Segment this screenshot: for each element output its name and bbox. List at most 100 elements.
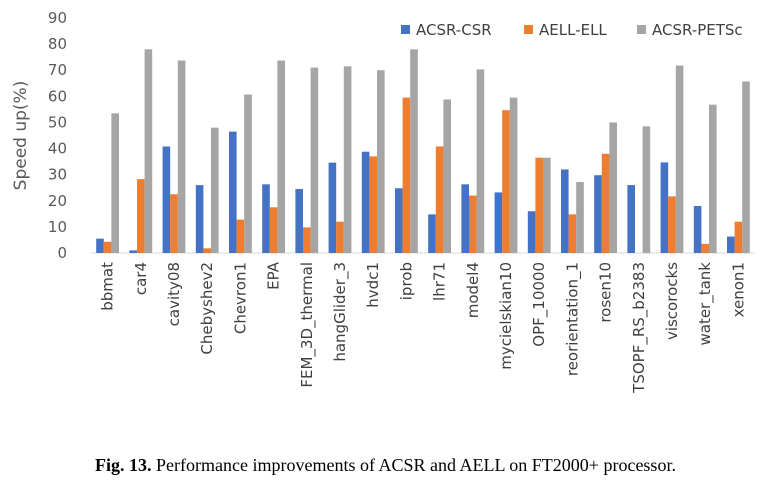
bar-aell-ell-bbmat xyxy=(103,241,112,253)
x-category-label: viscorocks xyxy=(663,262,681,340)
bar-acsr-petsc-model4 xyxy=(476,69,485,253)
legend-label: AELL-ELL xyxy=(539,21,607,39)
bar-acsr-csr-model4 xyxy=(461,184,469,253)
bar-acsr-csr-chebyshev2 xyxy=(195,185,204,253)
legend-label: ACSR-CSR xyxy=(416,21,492,39)
bar-aell-ell-car4 xyxy=(137,179,145,253)
bars xyxy=(96,49,750,254)
bar-acsr-petsc-rosen10 xyxy=(609,122,617,253)
bar-acsr-petsc-tsopf-rs-b2383 xyxy=(642,126,651,253)
bar-aell-ell-epa xyxy=(269,207,278,253)
bar-aell-ell-water-tank xyxy=(701,243,709,253)
y-tick-label: 40 xyxy=(48,140,67,158)
x-category-label: xenon1 xyxy=(729,262,747,317)
figure-caption: Fig. 13. Performance improvements of ACS… xyxy=(0,455,771,476)
bar-acsr-csr-fem-3d-thermal xyxy=(295,189,303,253)
x-category-label: Chevron1 xyxy=(231,262,249,334)
bar-acsr-petsc-viscorocks xyxy=(675,65,684,254)
bar-aell-ell-model4 xyxy=(469,195,477,253)
bar-aell-ell-chebyshev2 xyxy=(203,248,211,253)
x-category-label: Chebyshev2 xyxy=(198,262,216,355)
y-tick-label: 60 xyxy=(48,87,67,105)
bar-acsr-petsc-bbmat xyxy=(111,113,119,253)
bar-acsr-csr-xenon1 xyxy=(727,236,735,253)
legend-swatch xyxy=(637,25,646,34)
y-tick-label: 80 xyxy=(48,35,67,53)
y-axis-ticks: 0 10 20 30 40 50 60 70 80 90 xyxy=(48,9,67,262)
bar-acsr-petsc-chevron1 xyxy=(244,94,252,253)
bar-acsr-csr-rosen10 xyxy=(594,175,602,253)
x-category-label: FEM_3D_thermal xyxy=(298,262,317,388)
speedup-bar-chart: Speed up(%) 0 10 20 30 40 50 60 70 80 90 bbmat car… xyxy=(11,9,755,394)
bar-aell-ell-xenon1 xyxy=(734,221,743,253)
bar-acsr-csr-car4 xyxy=(129,250,137,253)
x-category-label: model4 xyxy=(464,262,482,318)
y-tick-label: 90 xyxy=(48,9,67,27)
bar-acsr-csr-iprob xyxy=(395,188,403,253)
bar-acsr-csr-reorientation-1 xyxy=(561,169,569,253)
legend-label: ACSR-PETSc xyxy=(652,21,743,39)
bar-acsr-csr-hangglider-3 xyxy=(328,162,337,253)
bar-aell-ell-cavity08 xyxy=(170,194,178,253)
bar-acsr-csr-viscorocks xyxy=(660,162,669,253)
bar-acsr-csr-epa xyxy=(262,184,270,253)
bar-acsr-petsc-cavity08 xyxy=(177,60,186,254)
x-category-label: car4 xyxy=(132,262,150,295)
y-axis-title: Speed up(%) xyxy=(11,81,31,191)
bar-aell-ell-hangglider-3 xyxy=(336,221,344,253)
bar-acsr-petsc-hvdc1 xyxy=(377,70,385,253)
bar-aell-ell-opf-10000 xyxy=(535,157,543,253)
x-category-label: iprob xyxy=(397,262,415,300)
bar-aell-ell-iprob xyxy=(402,97,411,253)
bar-acsr-petsc-fem-3d-thermal xyxy=(310,67,319,253)
x-category-label: lhr71 xyxy=(431,262,449,301)
x-category-label: mycielskian10 xyxy=(497,262,515,370)
x-category-label: hangGlider_3 xyxy=(331,262,350,362)
bar-acsr-petsc-reorientation-1 xyxy=(576,181,584,253)
legend-swatch xyxy=(524,25,533,34)
bar-acsr-petsc-xenon1 xyxy=(742,81,750,253)
bar-acsr-petsc-iprob xyxy=(410,49,418,253)
bar-acsr-csr-water-tank xyxy=(693,206,702,253)
x-category-label: reorientation_1 xyxy=(563,262,582,376)
x-category-label: bbmat xyxy=(99,262,117,311)
bar-acsr-petsc-mycielskian10 xyxy=(509,97,518,253)
bar-acsr-csr-cavity08 xyxy=(162,146,171,253)
bar-aell-ell-rosen10 xyxy=(601,153,610,253)
x-category-label: OPF_10000 xyxy=(530,262,549,347)
bar-aell-ell-reorientation-1 xyxy=(568,214,577,253)
bar-acsr-csr-chevron1 xyxy=(229,131,237,253)
legend: ACSR-CSR AELL-ELL ACSR-PETSc xyxy=(401,21,743,39)
figure-label: Fig. 13. xyxy=(95,455,152,475)
x-category-label: hvdc1 xyxy=(364,262,382,308)
x-axis-category-labels: bbmat car4 cavity08 Chebyshev2 Chevron1 EPA FE… xyxy=(99,261,748,394)
bar-aell-ell-chevron1 xyxy=(236,219,245,253)
x-category-label: rosen10 xyxy=(597,262,615,323)
y-tick-label: 0 xyxy=(57,244,67,262)
bar-acsr-petsc-chebyshev2 xyxy=(211,127,219,253)
y-tick-label: 30 xyxy=(48,166,67,184)
legend-swatch xyxy=(401,25,410,34)
bar-acsr-csr-hvdc1 xyxy=(361,151,370,253)
bar-acsr-csr-tsopf-rs-b2383 xyxy=(627,185,635,253)
y-tick-label: 20 xyxy=(48,192,67,210)
bar-acsr-csr-opf-10000 xyxy=(527,211,536,253)
x-category-label: cavity08 xyxy=(165,262,183,326)
bar-acsr-petsc-hangglider-3 xyxy=(343,66,352,253)
bar-aell-ell-mycielskian10 xyxy=(502,110,510,253)
y-tick-label: 50 xyxy=(48,113,67,131)
bar-acsr-csr-bbmat xyxy=(96,238,104,253)
bar-acsr-petsc-lhr71 xyxy=(443,99,451,253)
x-category-label: TSOPF_RS_b2383 xyxy=(630,262,649,394)
bar-acsr-csr-mycielskian10 xyxy=(494,192,503,253)
y-tick-label: 70 xyxy=(48,61,67,79)
bar-aell-ell-fem-3d-thermal xyxy=(303,227,311,253)
x-category-label: water_tank xyxy=(696,262,715,346)
x-category-label: EPA xyxy=(265,261,283,290)
bar-acsr-petsc-opf-10000 xyxy=(543,157,551,253)
bar-acsr-petsc-car4 xyxy=(144,49,153,253)
y-axis-label: Speed up(%) xyxy=(11,81,31,191)
bar-aell-ell-lhr71 xyxy=(435,146,444,253)
bar-acsr-csr-lhr71 xyxy=(428,214,436,253)
bar-aell-ell-viscorocks xyxy=(668,196,676,253)
